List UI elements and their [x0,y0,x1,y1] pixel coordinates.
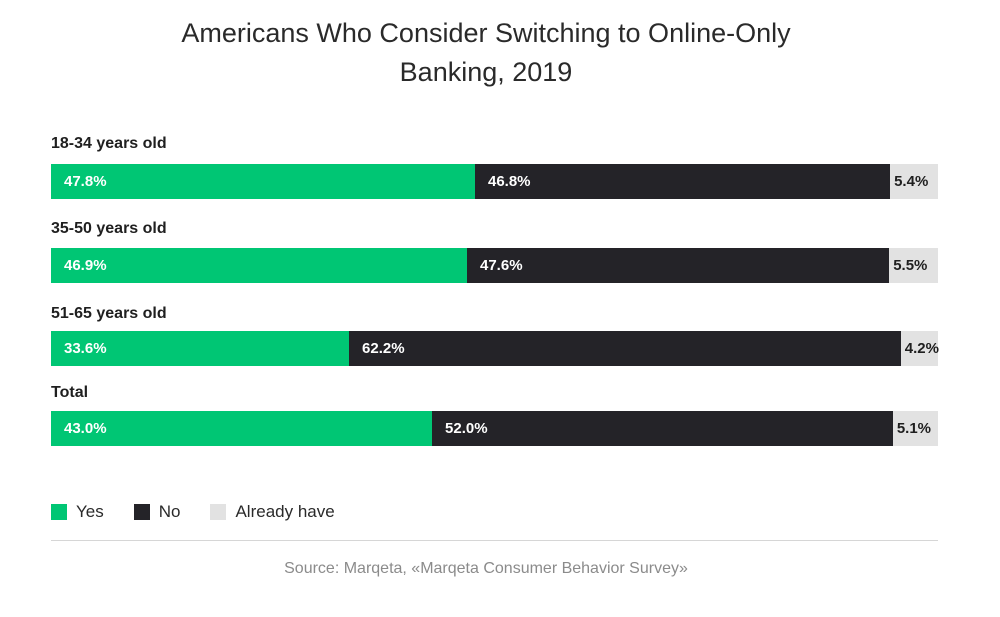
bar-segment-no: 46.8% [474,164,891,199]
data-label-yes: 46.9% [64,257,107,274]
bar-row: 33.6% 62.2% 4.2% [51,331,939,366]
data-label-yes: 43.0% [64,420,107,437]
chart-title-line-1: Americans Who Consider Switching to Onli… [181,18,791,48]
divider [51,540,938,541]
bar-row: 43.0% 52.0% 5.1% [51,411,938,446]
legend-swatch-already-have [210,504,227,520]
data-label-no: 62.2% [362,340,405,357]
category-label: 51-65 years old [51,305,167,322]
legend-label-yes: Yes [76,502,104,521]
data-label-no: 47.6% [480,257,523,274]
bar-segment-no: 62.2% [349,331,901,366]
category-label: 35-50 years old [51,220,167,237]
data-label-already-have: 5.4% [894,173,929,190]
data-label-no: 46.8% [487,173,531,190]
data-label-yes: 47.8% [64,173,107,190]
bar-segment-yes: 46.9% [51,248,467,283]
legend-item-yes: Yes [51,502,104,522]
legend-swatch-yes [51,504,67,520]
data-label-already-have: 4.2% [904,340,939,357]
chart-title: Americans Who Consider Switching to Onli… [150,14,822,92]
data-label-no: 52.0% [445,420,488,437]
source-note: Source: Marqeta, «Marqeta Consumer Behav… [284,560,688,577]
bar-row: 47.8% 46.8% 5.4% [51,164,938,199]
bar-segment-already-have: 5.1% [892,411,938,446]
legend-label-no: No [158,502,181,521]
legend-label-already-have: Already have [235,502,335,521]
data-label-already-have: 5.5% [893,257,928,274]
bar-segment-yes: 47.8% [51,164,475,199]
bar-segment-no: 52.0% [432,411,893,446]
chart-title-line-2: Banking, 2019 [399,57,573,87]
legend-swatch-no [133,504,150,520]
bar-row: 46.9% 47.6% 5.5% [51,248,938,283]
bar-segment-already-have: 4.2% [900,331,939,366]
bar-segment-already-have: 5.4% [890,164,938,199]
legend-item-no: No [133,502,181,522]
bar-segment-already-have: 5.5% [889,248,938,283]
category-label: Total [51,384,89,401]
legend-item-already-have: Already have [210,502,335,522]
bar-segment-no: 47.6% [467,248,890,283]
data-label-already-have: 5.1% [896,420,932,437]
data-label-yes: 33.6% [64,340,107,357]
bar-segment-yes: 43.0% [51,411,433,446]
category-label: 18-34 years old [51,135,167,152]
legend: Yes No Already have [51,502,365,522]
bar-segment-yes: 33.6% [51,331,350,366]
